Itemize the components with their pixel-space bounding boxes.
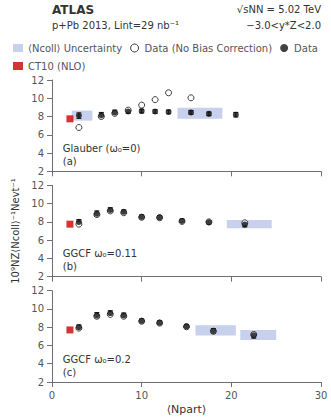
svg-text:Data: Data [294,43,318,54]
svg-text:8: 8 [38,216,44,227]
svg-text:4: 4 [38,358,44,369]
svg-text:2: 2 [38,271,44,282]
svg-text:GGCF ω₀=0.2: GGCF ω₀=0.2 [63,354,131,365]
svg-text:2: 2 [38,377,44,388]
svg-text:8: 8 [38,111,44,122]
svg-text:⟨Npart⟩: ⟨Npart⟩ [167,403,206,416]
svg-text:10: 10 [31,93,44,104]
svg-text:Data (No Bias Correction): Data (No Bias Correction) [145,43,273,54]
svg-text:6: 6 [38,129,44,140]
svg-text:0: 0 [49,390,55,401]
svg-text:8: 8 [38,322,44,333]
svg-text:(a): (a) [63,156,77,167]
svg-text:10: 10 [31,198,44,209]
svg-text:(b): (b) [63,261,77,272]
svg-text:20: 20 [225,390,238,401]
svg-text:30: 30 [315,390,328,401]
svg-text:ATLAS: ATLAS [52,3,94,17]
svg-text:p+Pb 2013, Lint=29 nb⁻¹: p+Pb 2013, Lint=29 nb⁻¹ [52,20,179,31]
svg-text:2: 2 [38,166,44,177]
svg-text:√sNN = 5.02 TeV: √sNN = 5.02 TeV [237,4,321,15]
svg-text:(c): (c) [63,367,76,378]
svg-text:10: 10 [31,303,44,314]
svg-text:6: 6 [38,235,44,246]
svg-text:Glauber (ω₀=0): Glauber (ω₀=0) [63,143,141,154]
svg-text:4: 4 [38,148,44,159]
svg-text:12: 12 [31,180,44,191]
svg-text:4: 4 [38,253,44,264]
svg-text:10⁹NZ⟨Ncoll⟩⁻¹Nevt⁻¹: 10⁹NZ⟨Ncoll⟩⁻¹Nevt⁻¹ [10,178,21,284]
svg-text:12: 12 [31,285,44,296]
svg-text:12: 12 [31,75,44,86]
svg-text:GGCF ω₀=0.11: GGCF ω₀=0.11 [63,248,137,259]
svg-text:CT10 (NLO): CT10 (NLO) [28,61,85,72]
svg-text:−3.0<y*Z<2.0: −3.0<y*Z<2.0 [246,20,321,31]
svg-text:10: 10 [135,390,148,401]
svg-text:⟨Ncoll⟩ Uncertainty: ⟨Ncoll⟩ Uncertainty [28,43,122,54]
svg-text:6: 6 [38,340,44,351]
